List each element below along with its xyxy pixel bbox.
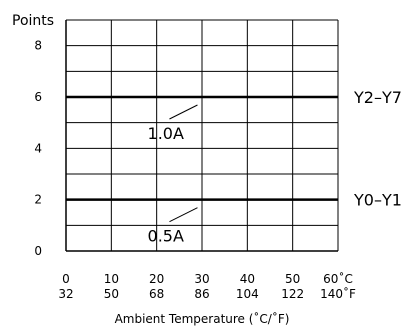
axes (65, 20, 338, 252)
grid-lines (66, 19, 339, 251)
y-tick-label: 0 (34, 244, 42, 258)
y-tick-label: 8 (34, 39, 42, 53)
x-tick-label-celsius: 40 (240, 272, 255, 286)
series-annotation: 1.0A (148, 124, 184, 143)
x-tick-label-fahrenheit: 86 (194, 287, 209, 301)
series-annotation: 0.5A (148, 227, 184, 246)
annotation-leader (169, 104, 198, 120)
x-tick-label-celsius: 10 (104, 272, 119, 286)
series-label: Y2–Y7 (353, 88, 402, 107)
x-tick-label-fahrenheit: 68 (149, 287, 164, 301)
x-tick-label-fahrenheit: 104 (236, 287, 259, 301)
x-tick-label-celsius: 50 (285, 272, 300, 286)
y-axis-ticks: 0 2 4 6 8 (34, 39, 42, 258)
x-tick-label-celsius: 0 (62, 272, 70, 286)
x-tick-label-celsius: 30 (194, 272, 209, 286)
annotation-leader (169, 207, 198, 223)
x-tick-label-celsius: 20 (149, 272, 164, 286)
y-axis-label: Points (12, 13, 54, 29)
y-tick-label: 6 (34, 90, 42, 104)
series-lines: Y2–Y7 1.0A Y0–Y1 0.5A (66, 88, 402, 246)
x-tick-label-fahrenheit: 32 (58, 287, 73, 301)
x-tick-label-fahrenheit: 122 (281, 287, 304, 301)
x-tick-label-celsius: 60˚C (323, 271, 353, 286)
series-label: Y0–Y1 (353, 191, 402, 210)
x-tick-label-fahrenheit: 50 (104, 287, 119, 301)
y-tick-label: 2 (34, 193, 42, 207)
y-tick-label: 4 (34, 141, 42, 155)
x-tick-label-fahrenheit: 140˚F (320, 286, 356, 301)
x-axis-label: Ambient Temperature (˚C/˚F) (115, 311, 290, 326)
